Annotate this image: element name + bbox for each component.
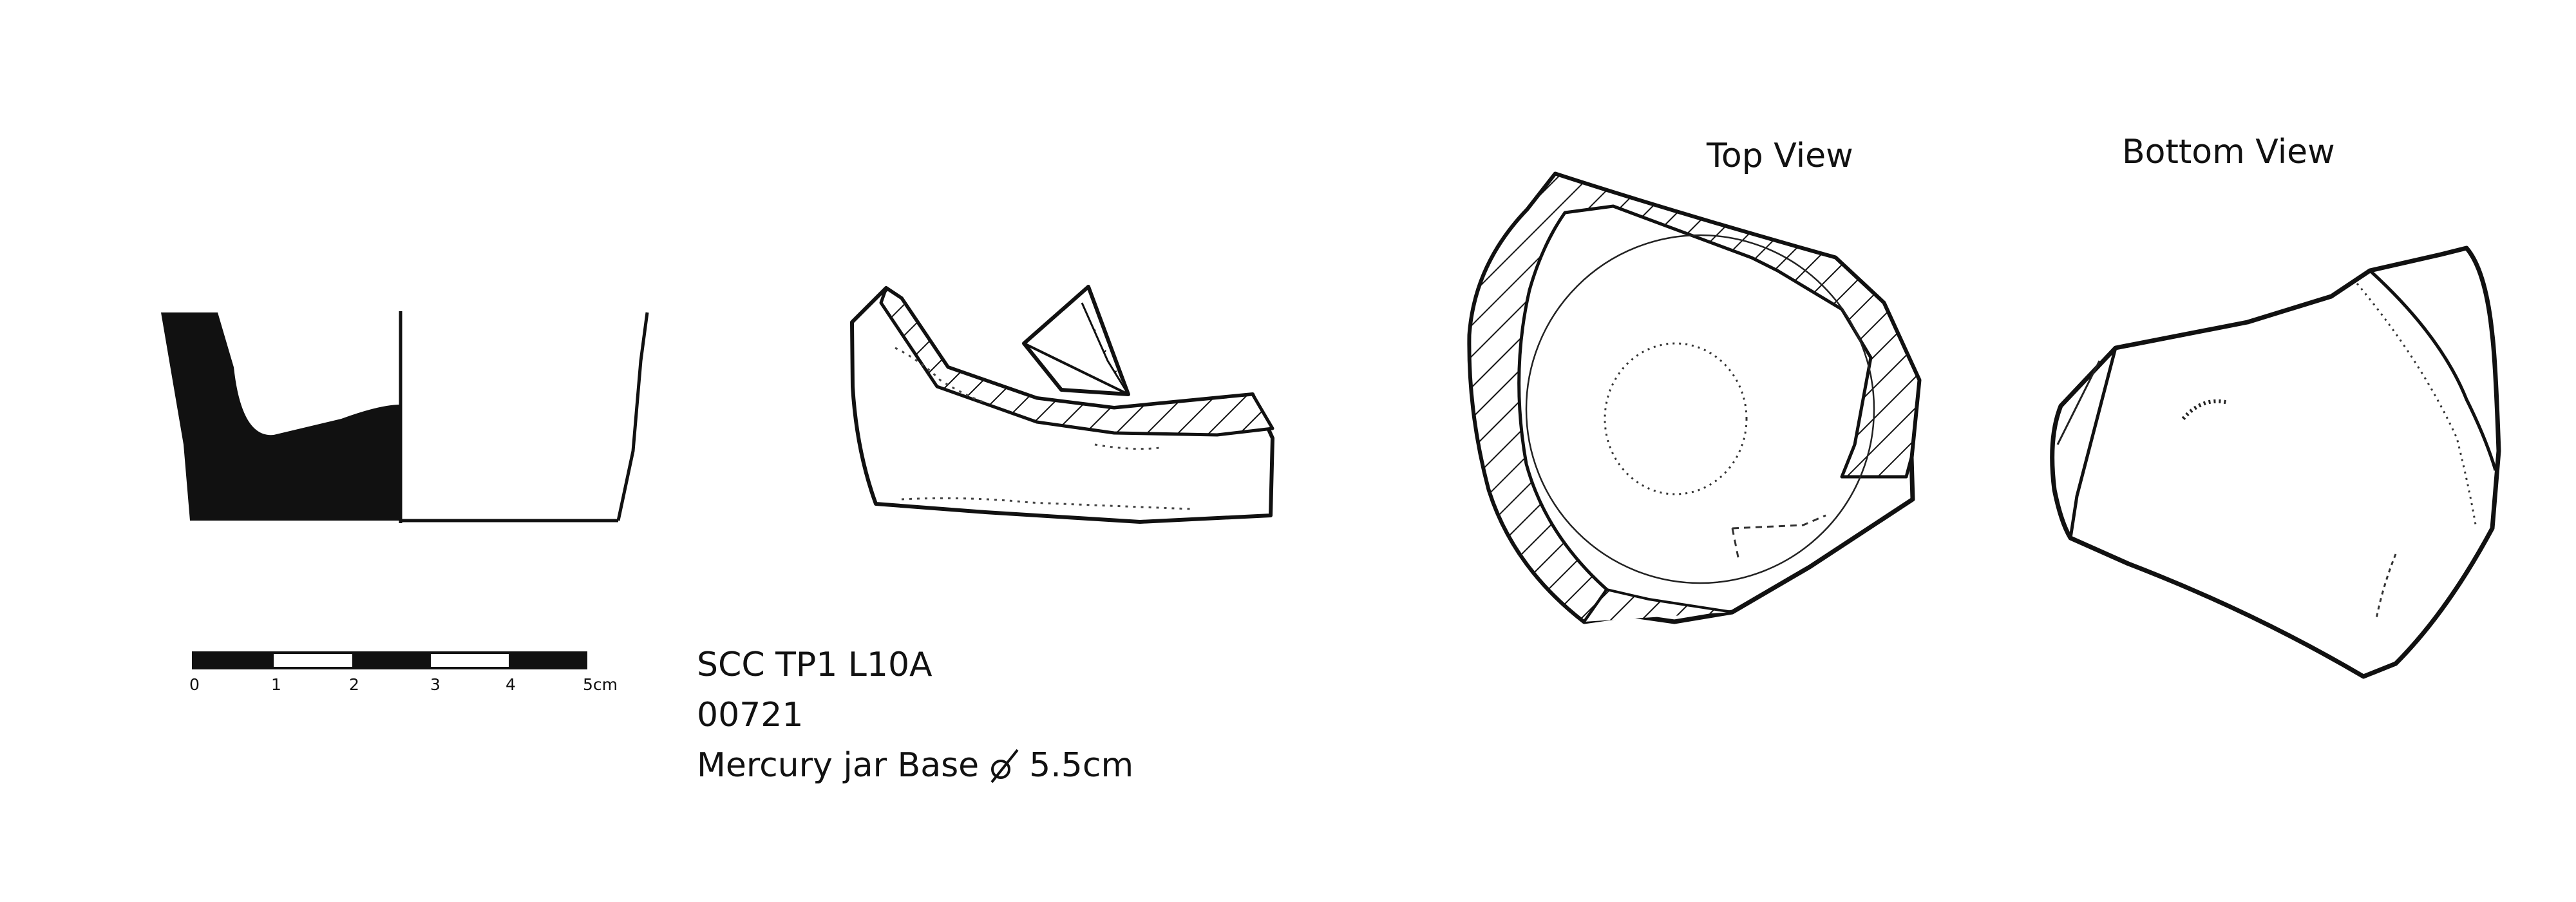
top-view-inner-ring [1525, 234, 1875, 584]
bottom-view-left-facet [2069, 347, 2117, 539]
scale-bar [192, 651, 587, 669]
scale-segment-0-1 [193, 653, 274, 668]
side-view-foot-triangle [1022, 285, 1130, 396]
scale-segment-2-3 [352, 653, 431, 668]
side-view-foot-hatch [1081, 302, 1130, 395]
site-context-label: SCC TP1 L10A [697, 646, 933, 684]
bottom-view-left-edge [2056, 360, 2101, 445]
scale-tick-2: 2 [349, 675, 359, 694]
description-text: Mercury jar Base [697, 746, 980, 785]
side-view-fracture-hatch [879, 286, 1274, 437]
catalog-number: 00721 [697, 696, 804, 734]
section-fill [161, 312, 401, 521]
scale-tick-3: 3 [430, 675, 440, 694]
scale-segment-4-5 [509, 653, 586, 668]
bottom-view-drawing [2050, 245, 2501, 679]
side-view-base-dots [901, 497, 1192, 510]
profile-section-drawing [161, 311, 649, 523]
top-view-label: Top View [1707, 137, 1853, 175]
side-view-drawing [850, 285, 1274, 524]
top-view-lower-hatch [1583, 588, 1733, 623]
description-line: Mercury jar Base 5.5cm [697, 746, 1133, 785]
scale-tick-1: 1 [271, 675, 281, 694]
top-view-rim-hatch [1468, 172, 1921, 624]
exterior-profile-line [616, 312, 649, 521]
scale-tick-5: 5cm [583, 675, 618, 694]
scale-tick-0: 0 [189, 675, 200, 694]
bottom-view-label: Bottom View [2122, 133, 2335, 171]
side-view-foot-edge [1023, 342, 1129, 396]
bottom-view-outline [2050, 245, 2501, 679]
side-view-surface-dots [895, 347, 986, 404]
top-view-dashed-mark-2 [1731, 528, 1740, 561]
top-view-center-dotted-ring [1604, 342, 1748, 495]
side-view-mark-dots [1094, 443, 1160, 450]
diameter-value: 5.5cm [1029, 746, 1134, 785]
top-view-dashed-mark [1732, 514, 1826, 530]
bottom-view-right-facet [2369, 269, 2497, 471]
bottom-view-mark-2 [2375, 553, 2397, 619]
top-view-drawing [1467, 171, 1922, 624]
bottom-view-dotted-contour [2356, 283, 2477, 529]
scale-tick-4: 4 [506, 675, 516, 694]
diameter-icon [990, 749, 1019, 783]
bottom-view-mark [2181, 399, 2229, 420]
